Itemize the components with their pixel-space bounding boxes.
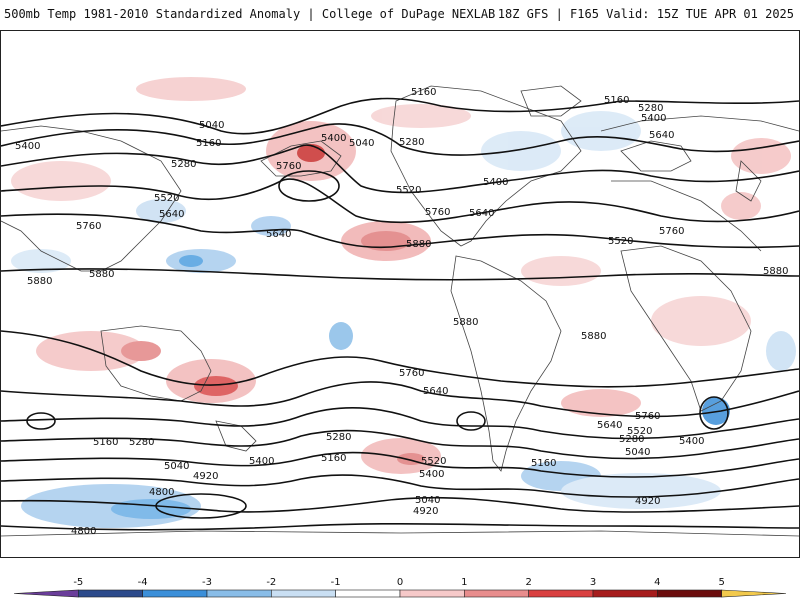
contour-label: 5880	[89, 269, 114, 280]
colorbar-swatch	[399, 589, 465, 598]
contour-label: 5280	[326, 432, 351, 443]
map-canvas: 5160 5040 5040 5400 5160 5280 5400 5760 …	[1, 77, 799, 537]
colorbar-tick-label: -2	[266, 577, 276, 588]
contour-label: 5760	[76, 221, 101, 232]
coastlines	[1, 85, 799, 537]
colorbar-swatch	[142, 589, 208, 598]
contour-label: 5640	[423, 386, 448, 397]
colorbar-swatch	[657, 589, 722, 598]
contour-label: 4920	[193, 471, 218, 482]
contour-label: 5400	[419, 469, 444, 480]
contour-label: 5880	[406, 239, 431, 250]
contour-label: 5040	[349, 138, 374, 149]
contour-label: 5520	[396, 185, 421, 196]
colorbar-swatch	[271, 589, 336, 598]
contour-label: 5400	[641, 113, 666, 124]
contour-label: 5880	[763, 266, 788, 277]
colorbar-tick-label: -4	[138, 577, 148, 588]
colorbar-swatch	[721, 589, 787, 598]
map-title: 500mb Temp 1981-2010 Standardized Anomal…	[4, 7, 496, 21]
height-contours	[1, 97, 799, 531]
contour-label: 5400	[249, 456, 274, 467]
contour-label: 4920	[635, 496, 660, 507]
contour-label: 5160	[531, 458, 556, 469]
colorbar-swatch	[206, 589, 272, 598]
contour-label: 5640	[597, 420, 622, 431]
contour-label: 5400	[679, 436, 704, 447]
colorbar-swatch	[528, 589, 594, 598]
colorbar-swatch	[335, 589, 401, 598]
contour-label: 5280	[399, 137, 424, 148]
header-bar: 500mb Temp 1981-2010 Standardized Anomal…	[0, 0, 800, 30]
contour-label: 5520	[421, 456, 446, 467]
contour-label: 4920	[413, 506, 438, 517]
contour-label: 5880	[453, 317, 478, 328]
contour-label: 5520	[608, 236, 633, 247]
colorbar-tick-label: 2	[525, 577, 531, 588]
contour-label: 5880	[27, 276, 52, 287]
contour-label: 5760	[659, 226, 684, 237]
colorbar-tick-label: 3	[590, 577, 596, 588]
contour-label: 5040	[415, 495, 440, 506]
contour-label: 5040	[199, 120, 224, 131]
contour-label: 5760	[635, 411, 660, 422]
contour-label: 5280	[129, 437, 154, 448]
contour-label: 5640	[159, 209, 184, 220]
contour-label: 5400	[321, 133, 346, 144]
colorbar-swatch	[78, 589, 143, 598]
contour-label: 5160	[196, 138, 221, 149]
contour-label: 5400	[15, 141, 40, 152]
contour-label: 5280	[171, 159, 196, 170]
contour-label: 5040	[164, 461, 189, 472]
colorbar-swatch	[464, 589, 529, 598]
contour-label: 5760	[399, 368, 424, 379]
colorbar-ticks: -5 -4 -3 -2 -1 0 1 2 3 4 5	[73, 577, 725, 588]
contour-label: 5520	[154, 193, 179, 204]
colorbar-tick-label: -1	[331, 577, 341, 588]
contour-label: 5760	[425, 207, 450, 218]
contour-label: 5640	[469, 208, 494, 219]
contour-label: 5640	[266, 229, 291, 240]
contour-label: 5280	[619, 434, 644, 445]
contour-label: 5040	[625, 447, 650, 458]
contour-label: 5160	[93, 437, 118, 448]
colorbar-tick-label: 1	[461, 577, 467, 588]
colorbar-swatches	[13, 589, 787, 598]
colorbar-swatch	[592, 589, 658, 598]
contour-label: 5160	[321, 453, 346, 464]
contour-label: 5160	[604, 95, 629, 106]
contour-label: 5280	[638, 103, 663, 114]
colorbar-tick-label: -3	[202, 577, 212, 588]
colorbar-tick-label: 4	[654, 577, 660, 588]
colorbar-tick-label: -5	[73, 577, 83, 588]
contour-label: 5880	[581, 331, 606, 342]
contour-label: 5760	[276, 161, 301, 172]
model-valid-time: 18Z GFS | F165 Valid: 15Z TUE APR 01 202…	[497, 7, 794, 21]
negative-anomaly-shading	[11, 111, 796, 528]
contour-labels: 5160 5040 5040 5400 5160 5280 5400 5760 …	[15, 87, 788, 537]
positive-anomaly-shading	[11, 77, 791, 474]
contour-label: 4800	[71, 526, 96, 537]
map-panel[interactable]: 5160 5040 5040 5400 5160 5280 5400 5760 …	[0, 30, 800, 558]
contour-label: 5520	[627, 426, 652, 437]
colorbar-tick-label: 5	[718, 577, 724, 588]
contour-label: 5640	[649, 130, 674, 141]
contour-label: 5160	[411, 87, 436, 98]
contour-label: 4800	[149, 487, 174, 498]
colorbar-swatch	[13, 589, 79, 598]
anomaly-colorbar: -5 -4 -3 -2 -1 0 1 2 3 4 5	[13, 577, 787, 598]
colorbar-tick-label: 0	[397, 577, 403, 588]
contour-label: 5400	[483, 177, 508, 188]
